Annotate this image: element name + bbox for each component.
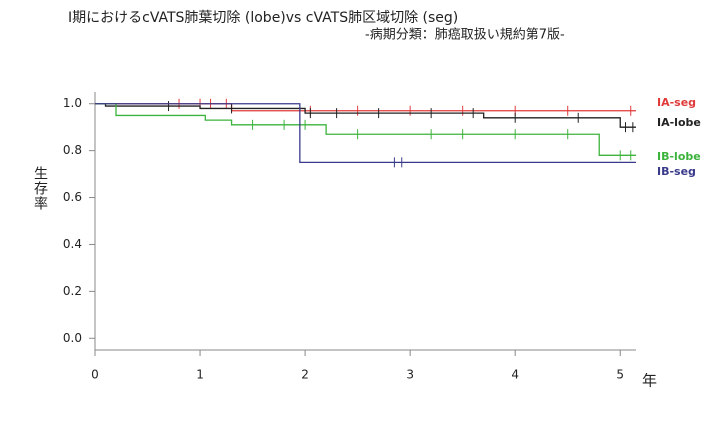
y-tick-label: 0.2 <box>63 284 82 298</box>
x-tick-label: 1 <box>196 368 204 382</box>
x-tick-label: 5 <box>616 368 624 382</box>
legend-label: IA-seg <box>657 96 696 109</box>
legend-label: IB-lobe <box>657 150 701 163</box>
x-tick-label: 0 <box>91 368 99 382</box>
y-tick-label: 0.8 <box>63 143 82 157</box>
chart-title: I期におけるcVATS肺葉切除 (lobe)vs cVATS肺区域切除 (seg… <box>68 10 458 26</box>
y-tick-label: 0.4 <box>63 237 82 251</box>
y-axis-label: 生存率 <box>32 166 48 211</box>
y-tick-label: 0.6 <box>63 190 82 204</box>
survival-curve <box>95 103 636 112</box>
legend-label: IB-seg <box>657 165 696 178</box>
chart-subtitle: -病期分類：肺癌取扱い規約第7版- <box>365 27 565 43</box>
x-tick-label: 3 <box>406 368 414 382</box>
x-tick-label: 2 <box>301 368 309 382</box>
y-tick-label: 1.0 <box>63 96 82 110</box>
survival-curve <box>95 103 636 128</box>
x-axis-label: 年 <box>642 372 657 390</box>
x-tick-label: 4 <box>511 368 519 382</box>
survival-curve <box>95 103 636 164</box>
legend-label: IA-lobe <box>657 116 701 129</box>
y-tick-label: 0.0 <box>63 331 82 345</box>
survival-curve <box>95 103 636 156</box>
